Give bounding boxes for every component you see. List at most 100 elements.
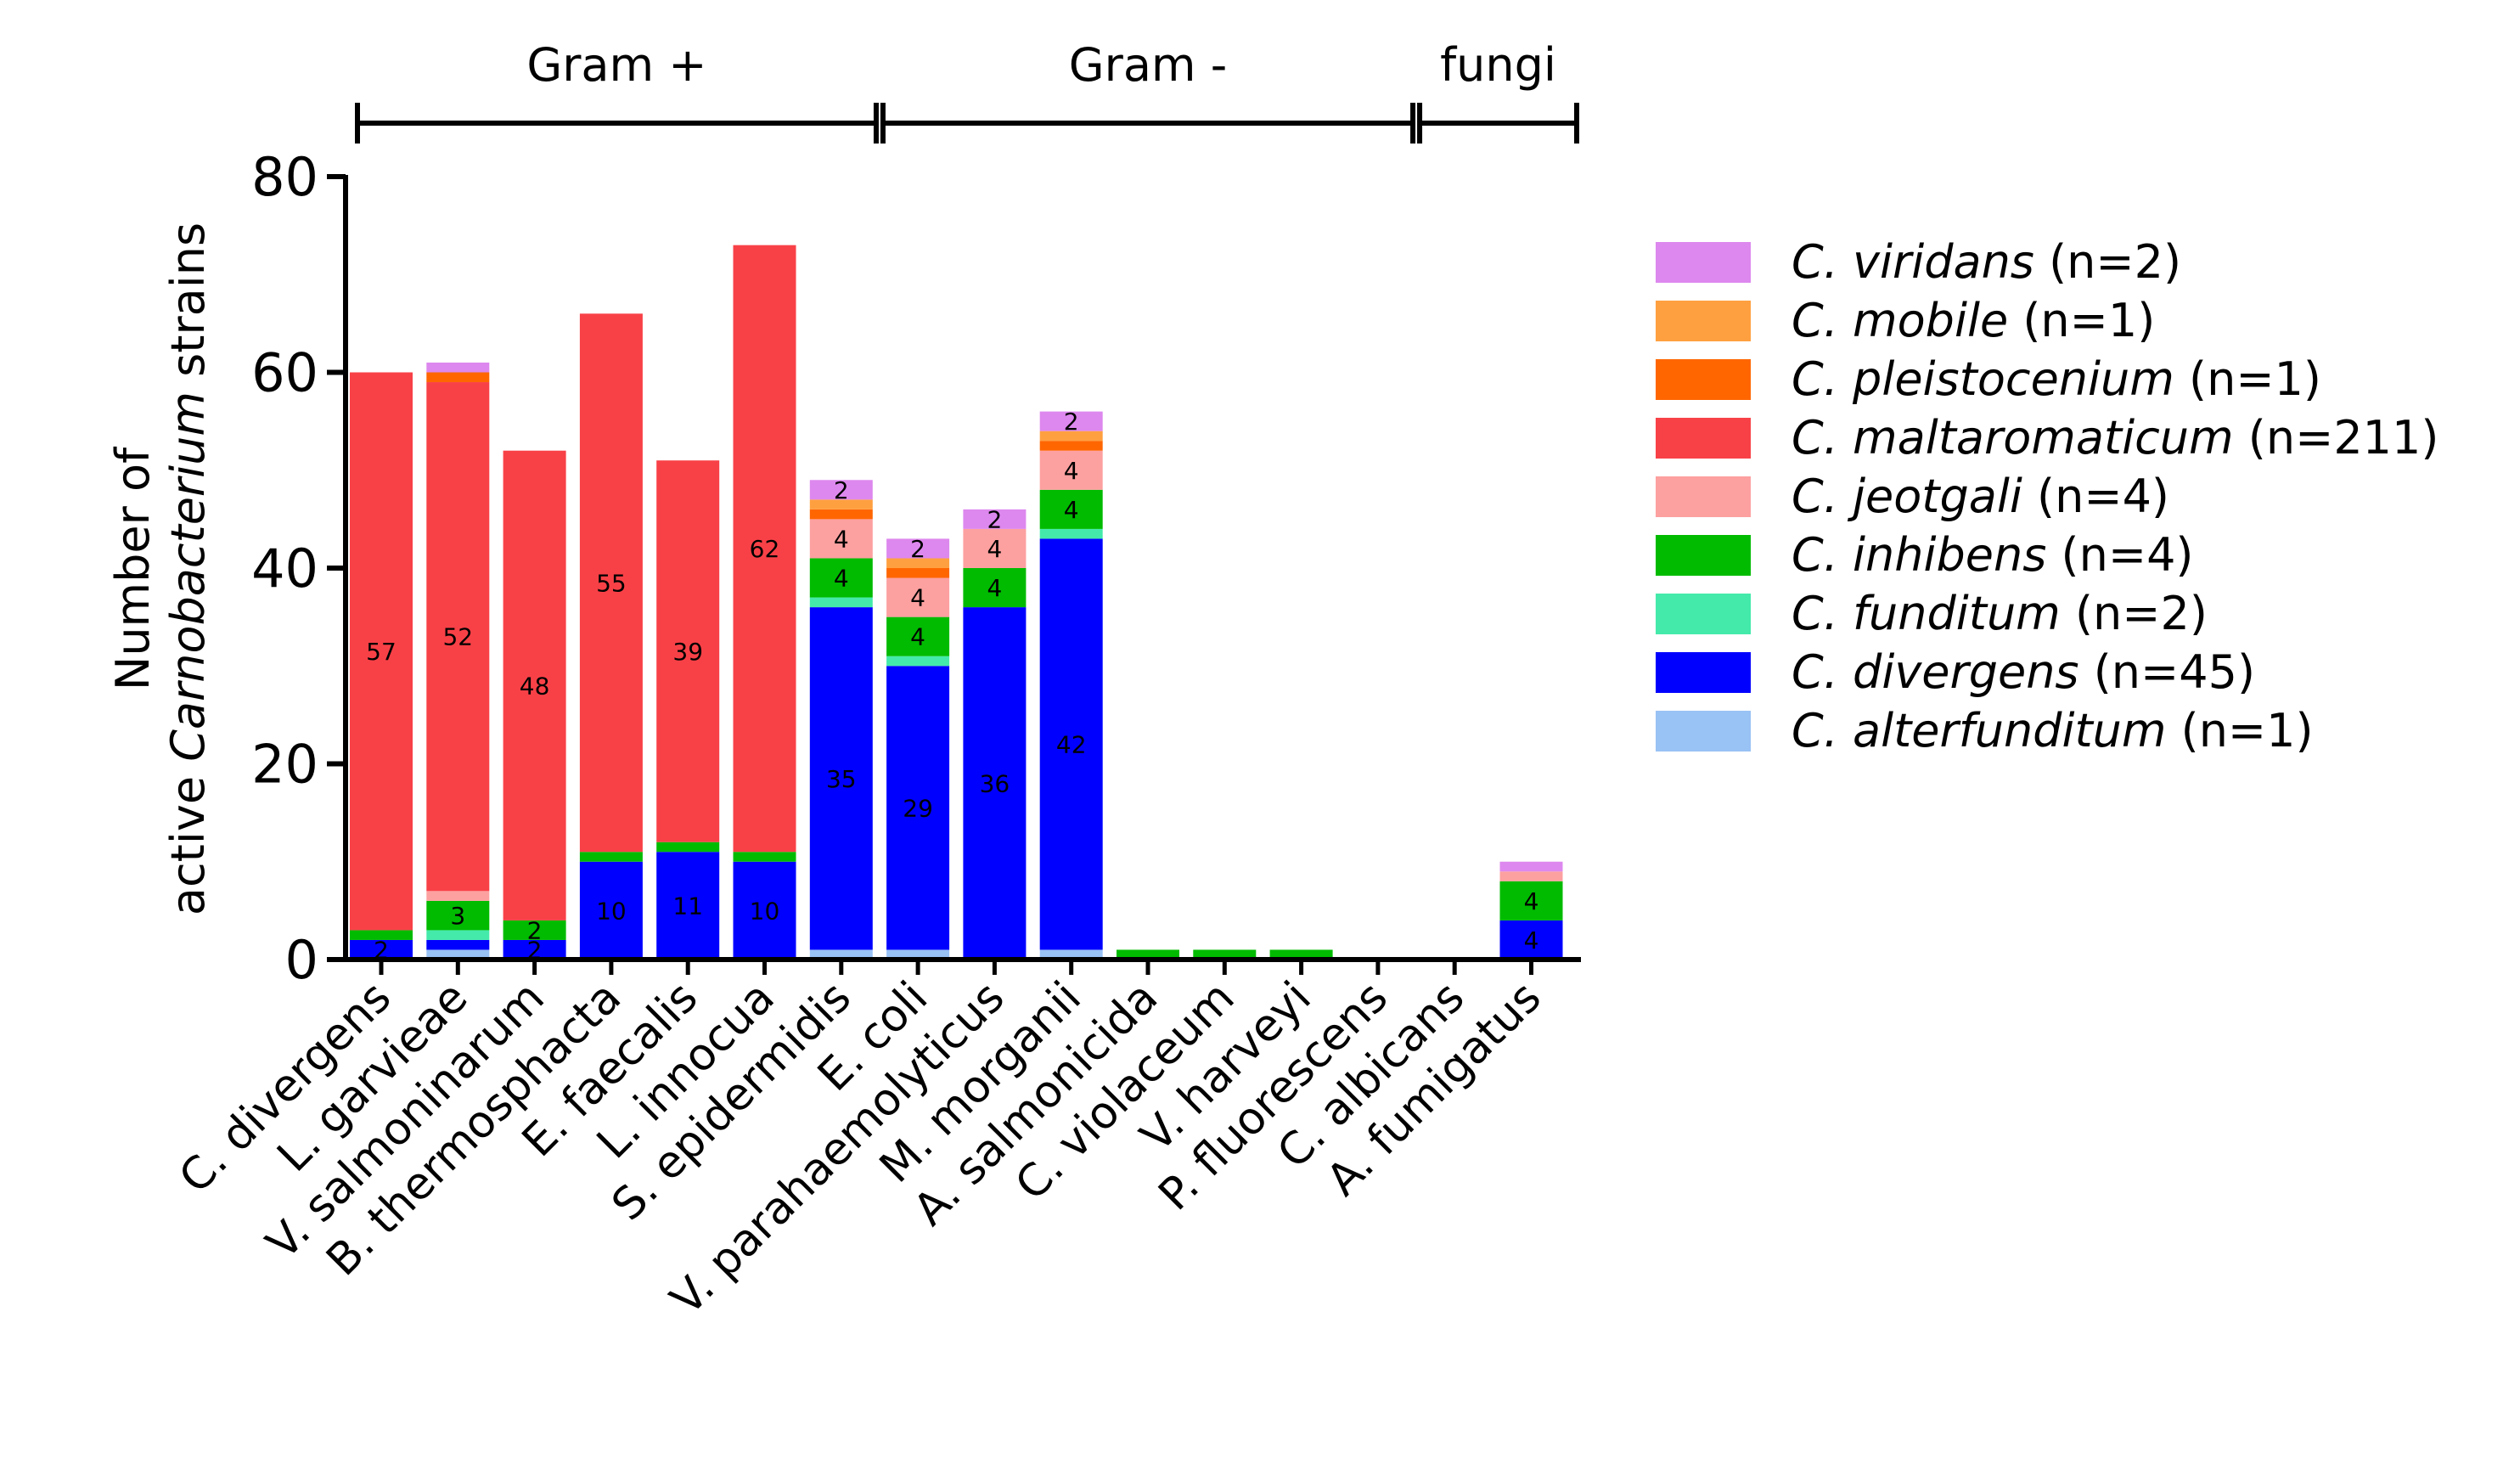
bar-segment [426, 372, 490, 383]
legend-count: (n=2) [2061, 587, 2208, 640]
legend-entry: C. maltaromaticum (n=211) [1792, 411, 2438, 464]
bar-segment [579, 861, 643, 960]
y-tick-label: 20 [251, 734, 318, 796]
bar-segment [733, 852, 796, 862]
bar-segment [886, 558, 950, 568]
segment-value-label: 39 [672, 638, 703, 666]
segment-value-label: 4 [987, 574, 1002, 602]
segment-value-label: 4 [1064, 496, 1079, 524]
legend-entry: C. mobile (n=1) [1792, 294, 2155, 347]
bar-segment [1039, 441, 1103, 451]
segment-value-label: 52 [442, 623, 473, 651]
bar-segment [1499, 871, 1563, 881]
bar-segment [886, 666, 950, 950]
bar-segment [809, 480, 873, 500]
y-tick-label: 60 [251, 342, 318, 404]
bar-segment [963, 509, 1027, 529]
legend-entry: C. jeotgali (n=4) [1792, 470, 2169, 523]
bar-segment [503, 939, 566, 960]
bar-segment [656, 852, 720, 960]
legend-entry: C. inhibens (n=4) [1792, 528, 2194, 582]
bar-segment [1499, 920, 1563, 960]
legend-species: C. funditum [1792, 587, 2061, 640]
bar-segment [350, 930, 413, 940]
bar-segment [809, 607, 873, 950]
legend-count: (n=1) [2174, 352, 2321, 406]
bar-segment [1499, 881, 1563, 920]
bar-segment [886, 538, 950, 559]
segment-value-label: 11 [672, 892, 703, 920]
bar-segment [809, 499, 873, 509]
legend-count: (n=1) [2166, 704, 2313, 757]
bar-segment [350, 939, 413, 960]
y-axis-title-line1: Number of [106, 446, 160, 690]
bar-segment [963, 568, 1027, 608]
group-label: Gram + [526, 38, 706, 92]
segment-value-label: 4 [910, 623, 925, 651]
legend-swatch [1656, 242, 1751, 283]
segment-value-label: 3 [450, 902, 465, 930]
legend-swatch [1656, 301, 1751, 341]
bar-segment [809, 597, 873, 608]
segment-value-label: 4 [910, 584, 925, 612]
bar-segment [809, 519, 873, 559]
bar-segment [503, 450, 566, 920]
legend-species: C. divergens [1792, 645, 2079, 699]
legend-count: (n=1) [2008, 294, 2155, 347]
legend-count: (n=211) [2234, 411, 2439, 464]
bar-segment [426, 939, 490, 950]
legend-species: C. viridans [1792, 235, 2034, 289]
bar-segment [1039, 450, 1103, 490]
bar-segment [426, 900, 490, 931]
legend-entry: C. viridans (n=2) [1792, 235, 2181, 289]
group-brackets: Gram + Gram - fungi [355, 38, 1579, 144]
bar-segment [733, 245, 796, 853]
legend-swatch [1656, 418, 1751, 459]
segment-value-label: 2 [1064, 408, 1079, 436]
legend-swatch [1656, 359, 1751, 400]
segment-value-label: 4 [1524, 926, 1539, 954]
legend-swatch [1656, 652, 1751, 693]
segment-value-label: 2 [834, 476, 849, 504]
legend-count: (n=4) [2022, 470, 2169, 523]
segment-value-label: 2 [987, 505, 1002, 533]
bar-segment [426, 949, 490, 960]
bar-segment [886, 656, 950, 667]
plot-area: 2573522248105511391062354422944236442424… [350, 245, 1563, 964]
bar-segment [733, 861, 796, 960]
bar-segment [963, 528, 1027, 568]
bar-segment [656, 460, 720, 842]
y-axis-title-line2: active Carnobacterium strains [161, 222, 215, 915]
group-label: fungi [1440, 38, 1556, 92]
bar-segment [426, 930, 490, 940]
legend-entry: C. divergens (n=45) [1792, 645, 2255, 699]
bar-segment [1269, 949, 1333, 960]
bar-segment [426, 891, 490, 901]
segment-value-label: 4 [834, 565, 849, 593]
bar-segment [1039, 538, 1103, 950]
bar-segment [809, 949, 873, 960]
segment-value-label: 55 [596, 569, 627, 597]
legend-species: C. mobile [1792, 294, 2008, 347]
y-tick-label: 80 [251, 146, 318, 208]
segment-value-label: 62 [750, 535, 780, 563]
legend-species: C. inhibens [1792, 528, 2046, 582]
segment-value-label: 36 [980, 770, 1010, 798]
bar-segment [579, 313, 643, 853]
legend-swatch [1656, 711, 1751, 752]
legend-species: C. pleistocenium [1792, 352, 2174, 406]
bar-segment [1039, 411, 1103, 431]
bar-segment [1499, 861, 1563, 872]
bar-segment [886, 949, 950, 960]
bar-segment [656, 842, 720, 853]
segment-value-label: 29 [903, 794, 933, 822]
segment-value-label: 4 [1064, 457, 1079, 485]
legend-species: C. maltaromaticum [1792, 411, 2234, 464]
legend-swatch [1656, 535, 1751, 576]
legend-swatch [1656, 476, 1751, 517]
legend-entry: C. pleistocenium (n=1) [1792, 352, 2321, 406]
y-axis-title-part: active [161, 762, 215, 915]
bar-segment [886, 577, 950, 617]
legend-species: C. alterfunditum [1792, 704, 2166, 757]
legend-species: C. jeotgali [1792, 470, 2022, 523]
